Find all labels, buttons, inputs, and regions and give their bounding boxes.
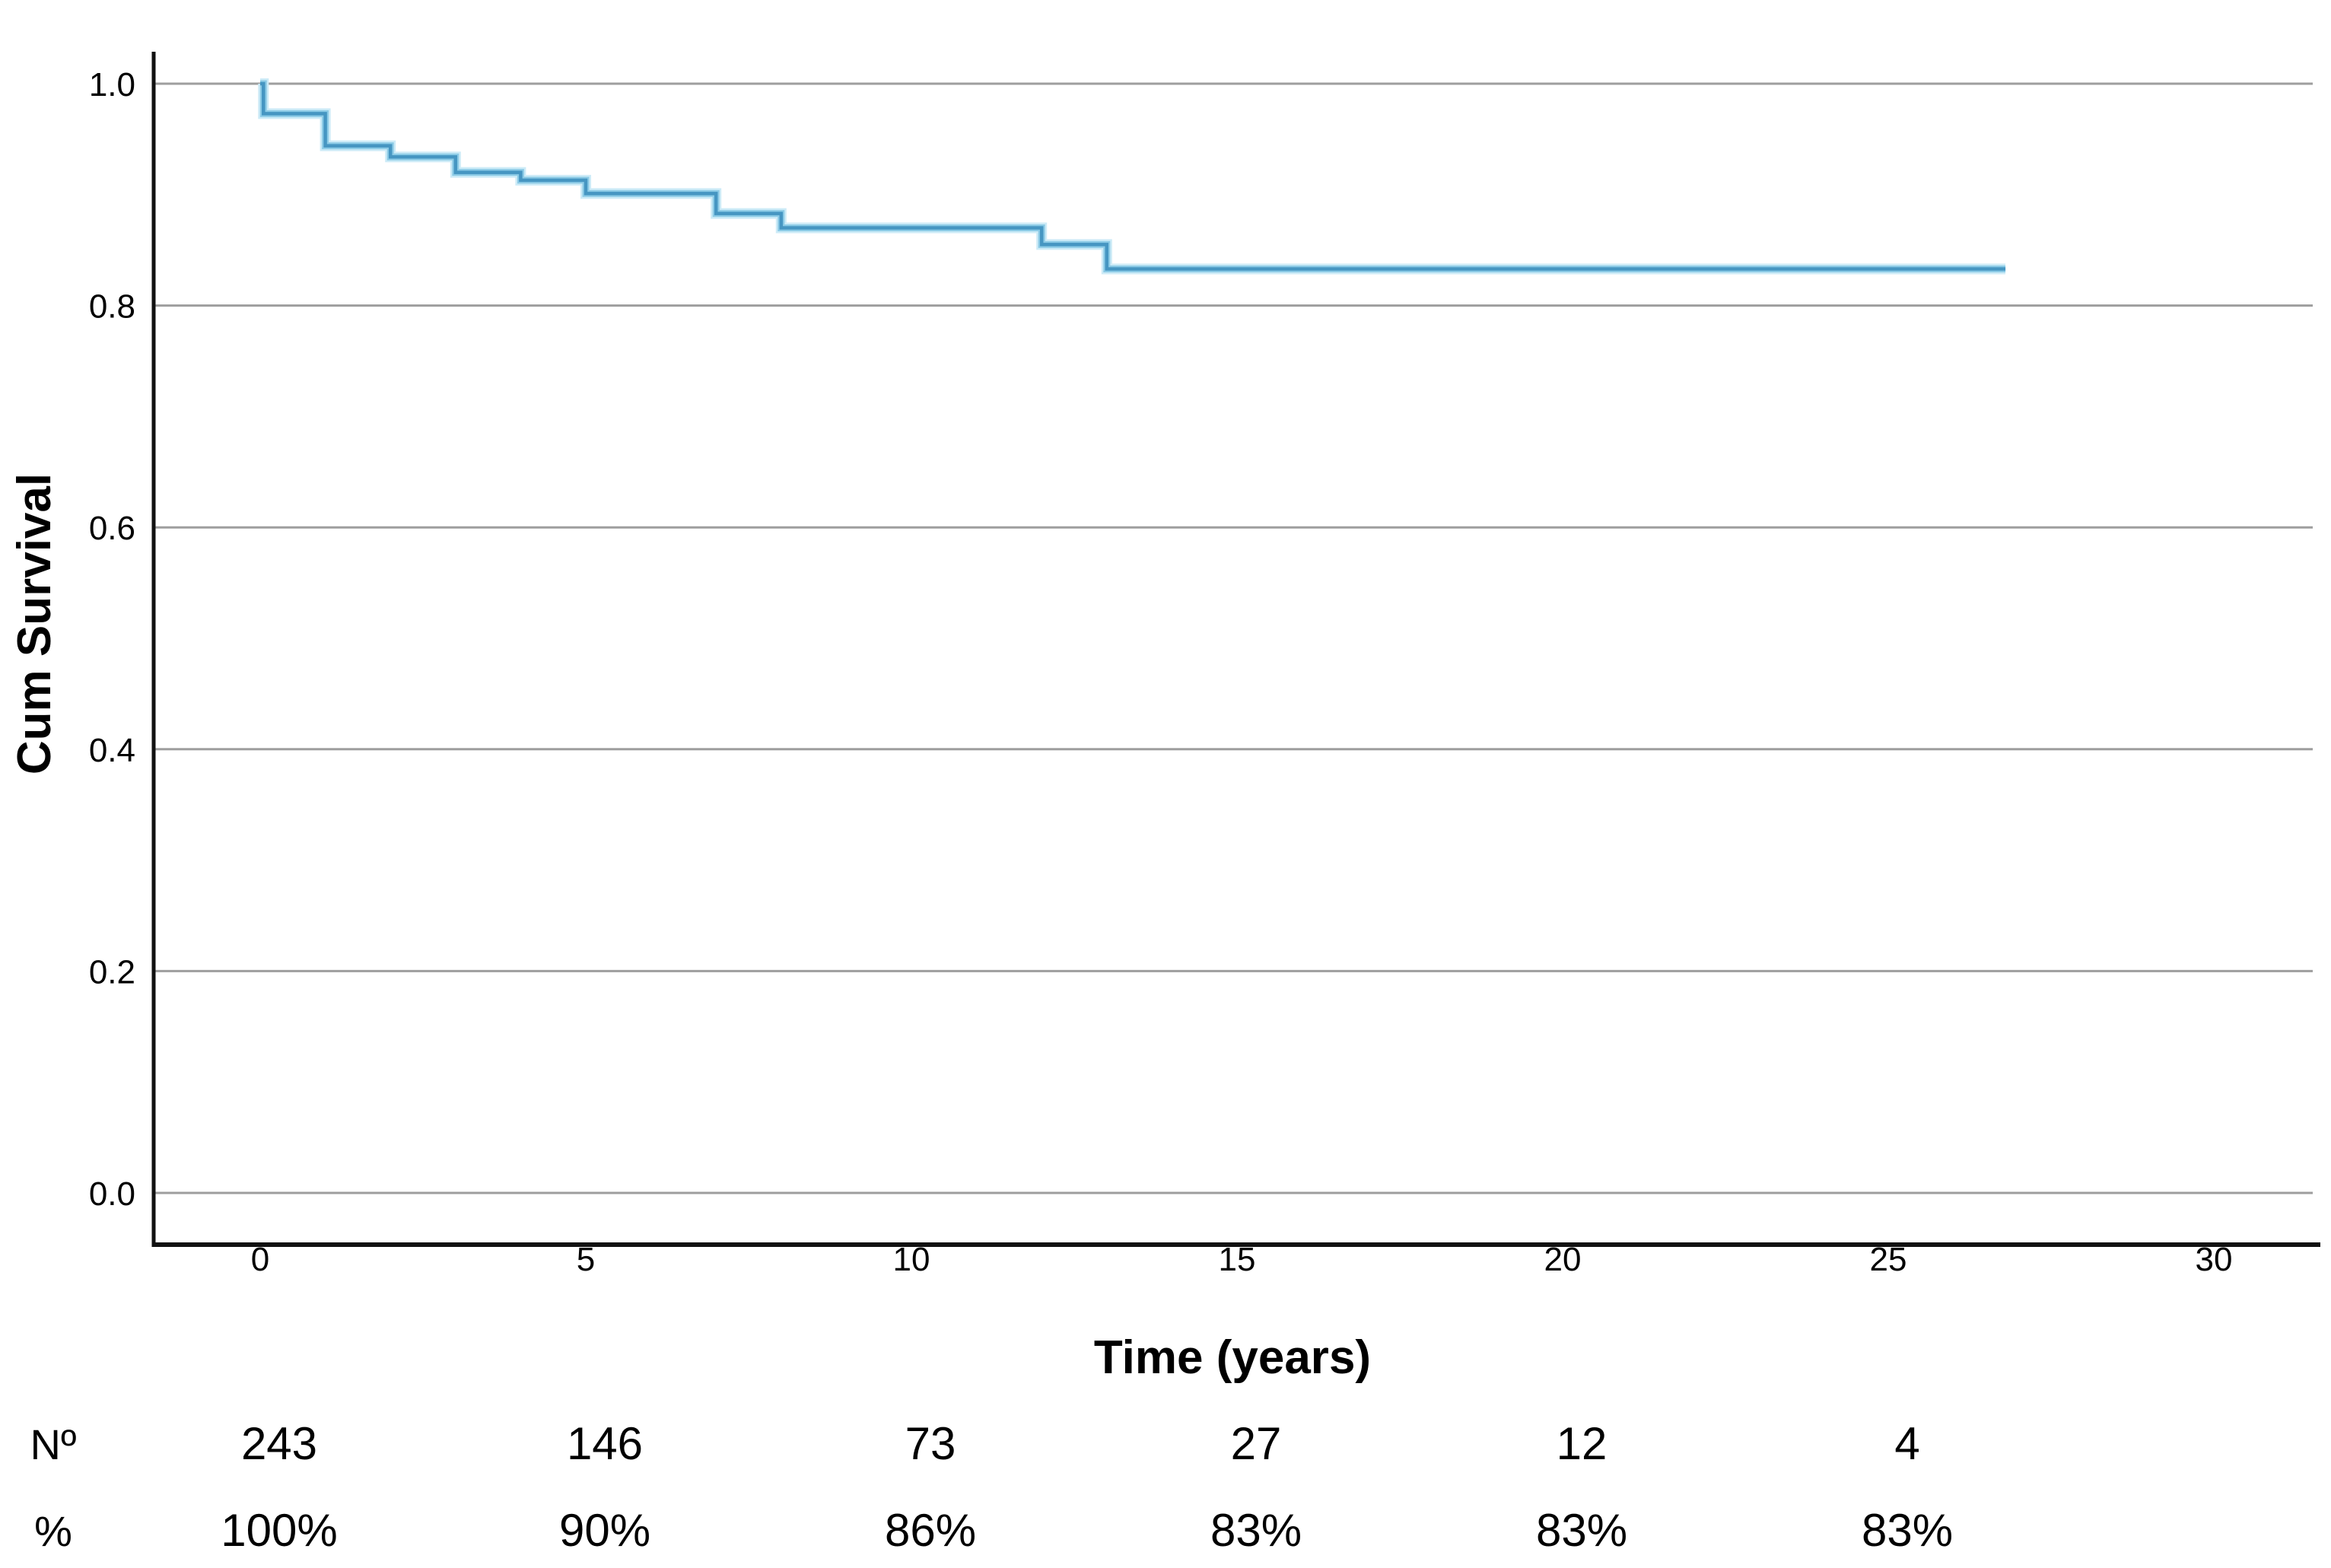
risk-table-cell: 86% — [885, 1505, 976, 1556]
x-tick-label: 5 — [577, 1241, 595, 1278]
risk-table-cell: 146 — [567, 1418, 643, 1469]
y-tick-label: 0.8 — [89, 288, 135, 326]
risk-table-cell: 243 — [241, 1418, 317, 1469]
risk-table-cell: 90% — [559, 1505, 650, 1556]
y-tick-label: 0.2 — [89, 953, 135, 991]
x-tick-label: 15 — [1219, 1241, 1256, 1278]
risk-table: Nº 243 146 73 27 12 4% 100% 90% 86% 83% 83% 83% — [30, 1418, 1954, 1556]
risk-table-row-label: Nº — [30, 1420, 77, 1468]
x-tick-labels: 0 5 10 15 20 25 30 — [251, 1241, 2233, 1278]
y-axis-title: Cum Survival — [8, 473, 61, 774]
gridlines — [155, 82, 2313, 1194]
survival-curve — [258, 78, 2006, 275]
y-tick-labels: 1.0 0.8 0.6 0.4 0.2 0.0 — [89, 66, 135, 1213]
risk-table-cell: 27 — [1231, 1418, 1282, 1469]
risk-table-row-label: % — [34, 1507, 72, 1555]
risk-table-cell: 4 — [1894, 1418, 1919, 1469]
axes — [151, 52, 2320, 1247]
risk-table-cell: 83% — [1862, 1505, 1953, 1556]
y-tick-label: 0.0 — [89, 1175, 135, 1213]
curve-core — [260, 81, 2006, 271]
x-tick-label: 10 — [893, 1241, 930, 1278]
y-tick-label: 0.4 — [89, 732, 135, 769]
x-axis-title: Time (years) — [1094, 1331, 1371, 1384]
x-tick-label: 30 — [2196, 1241, 2233, 1278]
x-tick-label: 20 — [1544, 1241, 1582, 1278]
x-tick-label: 0 — [251, 1241, 269, 1278]
risk-table-cell: 73 — [905, 1418, 956, 1469]
risk-table-cell: 100% — [221, 1505, 337, 1556]
risk-table-cell: 83% — [1536, 1505, 1627, 1556]
y-tick-label: 0.6 — [89, 510, 135, 547]
x-tick-label: 25 — [1870, 1241, 1907, 1278]
risk-table-cell: 83% — [1210, 1505, 1302, 1556]
y-tick-label: 1.0 — [89, 66, 135, 103]
risk-table-cell: 12 — [1557, 1418, 1608, 1469]
